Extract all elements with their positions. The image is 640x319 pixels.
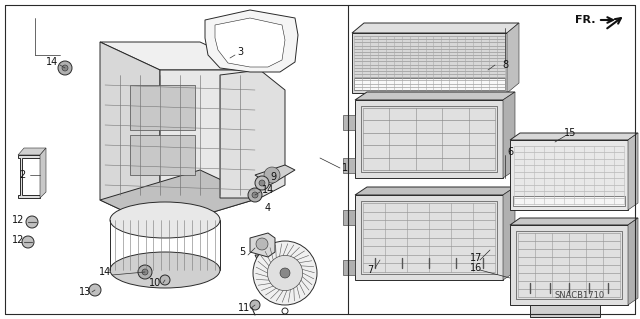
Text: 13: 13 [79,287,91,297]
Text: 4: 4 [265,203,271,213]
Polygon shape [510,225,628,305]
Text: 10: 10 [149,278,161,288]
Polygon shape [100,42,160,228]
Polygon shape [343,260,355,275]
Polygon shape [530,305,600,317]
Polygon shape [510,133,638,140]
Circle shape [142,269,148,275]
Polygon shape [130,85,195,130]
Circle shape [160,275,170,285]
Polygon shape [507,23,519,93]
Circle shape [26,216,38,228]
Polygon shape [628,218,638,305]
Polygon shape [628,133,638,210]
Text: 17: 17 [470,253,482,263]
Polygon shape [352,33,507,93]
Polygon shape [255,255,310,265]
Polygon shape [40,148,46,198]
Text: 11: 11 [238,303,250,313]
Polygon shape [343,210,355,225]
Polygon shape [355,92,515,100]
Polygon shape [343,115,355,130]
Polygon shape [215,18,285,67]
Polygon shape [343,158,355,173]
Circle shape [138,265,152,279]
Bar [361,201,497,274]
Circle shape [256,238,268,250]
Polygon shape [355,195,503,280]
Circle shape [248,188,262,202]
Text: 15: 15 [564,128,576,138]
Circle shape [89,284,101,296]
Circle shape [22,236,34,248]
Text: 9: 9 [270,172,276,182]
Bar [354,78,505,90]
Polygon shape [100,170,260,228]
Polygon shape [18,148,46,155]
Text: 7: 7 [367,265,373,275]
Polygon shape [503,187,515,280]
Circle shape [62,65,68,71]
Circle shape [280,268,290,278]
Text: 16: 16 [470,263,482,273]
Bar [361,106,497,172]
Polygon shape [220,70,285,198]
Circle shape [268,256,303,291]
Text: 1: 1 [342,163,348,173]
Text: 2: 2 [19,170,25,180]
Text: 8: 8 [502,60,508,70]
Polygon shape [18,155,40,198]
Circle shape [259,180,265,186]
Circle shape [250,300,260,310]
Circle shape [253,241,317,305]
Polygon shape [352,23,519,33]
Polygon shape [510,218,638,225]
Circle shape [255,176,269,190]
Polygon shape [503,92,515,178]
Bar [516,231,622,299]
Polygon shape [205,10,298,72]
Text: 3: 3 [237,47,243,57]
Polygon shape [130,135,195,175]
Text: 14: 14 [46,57,58,67]
Bar [513,196,625,206]
Text: FR.: FR. [575,15,595,25]
Polygon shape [510,140,628,210]
Polygon shape [100,42,260,70]
Ellipse shape [110,202,220,238]
Circle shape [264,167,280,183]
Polygon shape [355,100,503,178]
Text: 12: 12 [12,235,24,245]
Polygon shape [255,165,295,185]
Text: 6: 6 [507,147,513,157]
Polygon shape [355,187,515,195]
Polygon shape [160,70,260,228]
Text: 5: 5 [239,247,245,257]
Ellipse shape [110,252,220,288]
Polygon shape [250,233,275,257]
Text: 12: 12 [12,215,24,225]
Text: 14: 14 [99,267,111,277]
Text: SNACB1710: SNACB1710 [555,291,605,300]
Circle shape [58,61,72,75]
Text: 14: 14 [262,185,274,195]
Circle shape [252,192,258,198]
